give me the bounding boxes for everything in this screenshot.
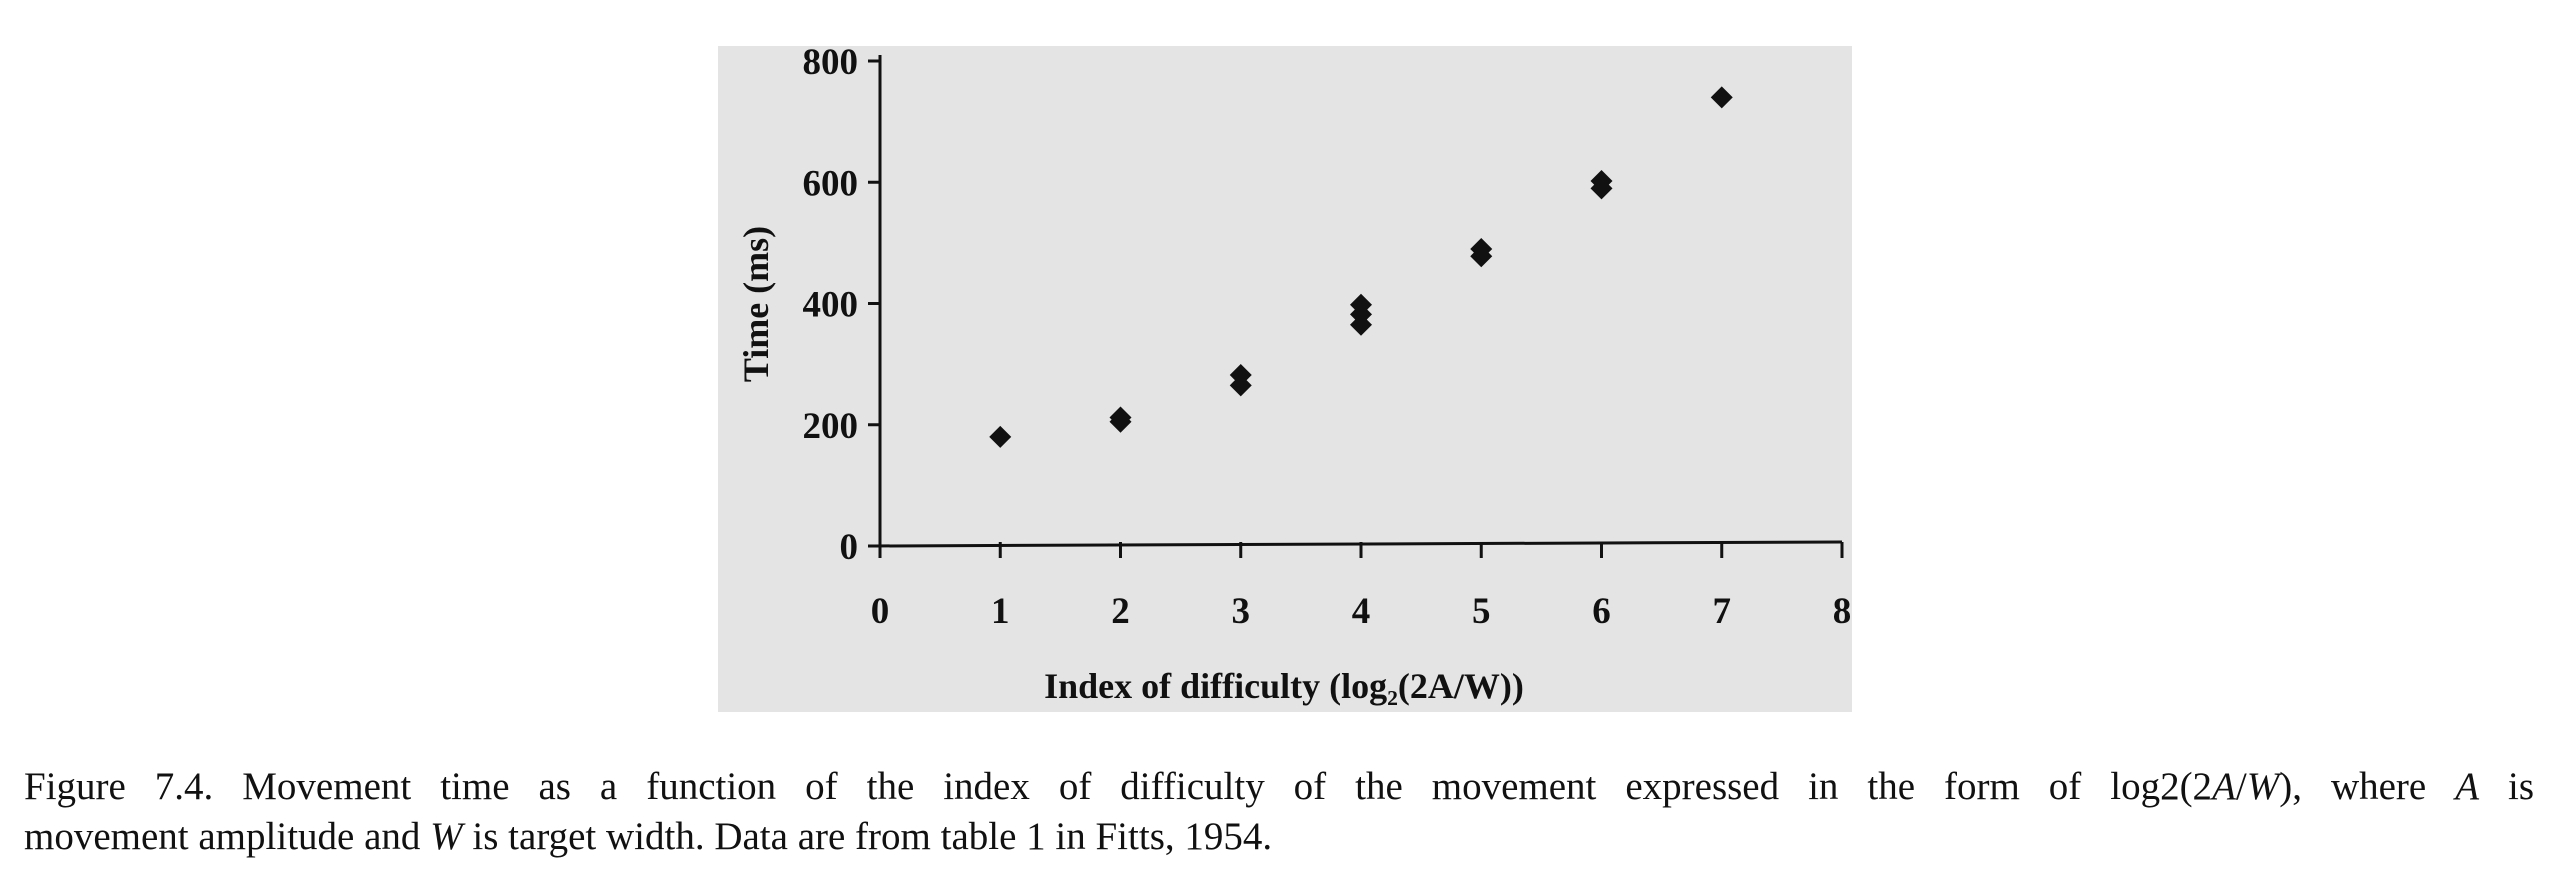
caption-text: is target width. Data are from table 1 i… <box>462 815 1273 858</box>
caption-text: / <box>2235 765 2247 808</box>
x-tick-label: 2 <box>1111 591 1130 632</box>
x-tick-label: 0 <box>871 591 890 632</box>
x-tick-label: 5 <box>1472 591 1491 632</box>
x-tick-label: 1 <box>991 591 1010 632</box>
data-point <box>1109 406 1132 429</box>
y-tick-label: 0 <box>840 527 859 568</box>
x-tick-label: 7 <box>1713 591 1732 632</box>
caption-variable: W <box>430 815 463 858</box>
figure-caption: Figure 7.4. Movement time as a function … <box>24 762 2534 862</box>
y-tick-label: 600 <box>803 163 859 204</box>
x-tick-label: 4 <box>1352 591 1371 632</box>
caption-text: ), where <box>2279 765 2456 808</box>
caption-variable: A <box>2455 765 2480 808</box>
data-point <box>1229 364 1252 387</box>
chart-panel: 0 200 400 600 800 0 1 2 3 4 5 6 7 8 Index of difficu… <box>718 46 1852 712</box>
caption-text: Figure 7.4. Movement time as a function … <box>24 765 2213 808</box>
caption-line-2: movement amplitude and W is target width… <box>24 812 2534 862</box>
x-axis-line <box>873 540 1843 548</box>
caption-variable: W <box>2246 765 2280 808</box>
data-point <box>989 425 1012 448</box>
y-tick-label: 400 <box>803 285 859 326</box>
x-tick-label: 8 <box>1833 591 1852 632</box>
data-point <box>1470 237 1493 260</box>
scatter-chart: 0 200 400 600 800 0 1 2 3 4 5 6 7 8 Index of difficu… <box>736 46 1852 706</box>
caption-text: movement amplitude and <box>24 815 431 858</box>
caption-line-1: Figure 7.4. Movement time as a function … <box>24 762 2534 812</box>
y-tick-label: 800 <box>803 46 859 83</box>
y-axis-title: Time (ms) <box>736 226 776 382</box>
data-point <box>1710 86 1733 109</box>
x-tick-label: 6 <box>1592 591 1611 632</box>
y-tick-label: 200 <box>803 406 859 447</box>
x-axis-title: Index of difficulty (log₂(2A/W)) <box>1044 666 1524 706</box>
data-point <box>1590 170 1613 193</box>
data-point <box>1350 293 1372 316</box>
x-tick-label: 3 <box>1232 591 1251 632</box>
caption-variable: A <box>2212 765 2236 808</box>
caption-text: is <box>2479 765 2534 808</box>
